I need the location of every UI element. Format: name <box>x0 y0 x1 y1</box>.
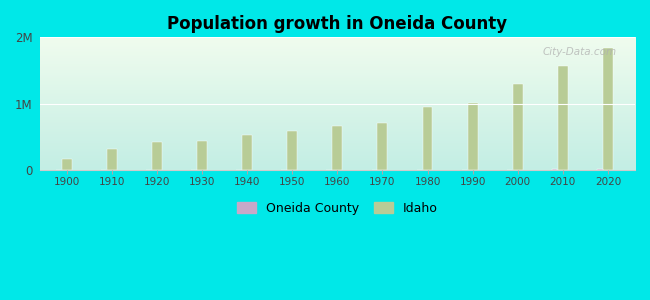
Bar <box>552 169 558 170</box>
Bar <box>422 107 432 170</box>
Bar <box>558 66 568 170</box>
Bar <box>62 160 72 170</box>
Text: City-Data.com: City-Data.com <box>543 46 617 57</box>
Bar <box>152 142 162 170</box>
Bar <box>507 169 512 170</box>
Bar <box>467 103 478 170</box>
Bar <box>378 123 387 170</box>
Legend: Oneida County, Idaho: Oneida County, Idaho <box>232 197 443 220</box>
Bar <box>197 141 207 170</box>
Title: Population growth in Oneida County: Population growth in Oneida County <box>167 15 508 33</box>
Bar <box>597 169 603 170</box>
Bar <box>242 135 252 170</box>
Bar <box>332 126 343 170</box>
Bar <box>513 84 523 170</box>
Bar <box>107 148 117 170</box>
Bar <box>603 48 613 170</box>
Bar <box>287 131 297 170</box>
